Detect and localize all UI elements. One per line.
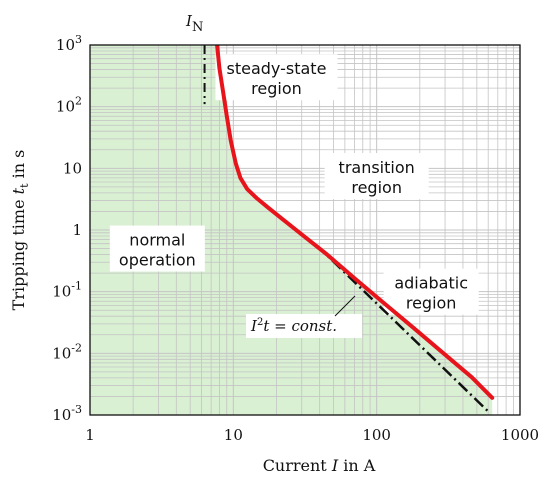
region-label-line: region — [406, 294, 457, 313]
plot-frame-layer — [89, 44, 521, 416]
x-tick-label: 1000 — [501, 426, 539, 444]
svg-text:I2t = const.: I2t = const. — [250, 317, 337, 335]
x-tick-label: 1 — [85, 426, 95, 444]
y-tick-label: 10-2 — [52, 341, 82, 362]
i2t-label: I2t = const. — [246, 295, 362, 338]
y-tick-label: 10-3 — [52, 403, 82, 424]
region-label-background — [109, 225, 205, 272]
trip-curve — [215, 45, 495, 400]
y-tick-label: 103 — [56, 33, 82, 54]
region-label-line: operation — [119, 251, 196, 270]
x-axis-title: Current I in A — [263, 456, 376, 475]
nominal-current-label: IN — [185, 12, 203, 35]
x-tick-label: 10 — [224, 426, 243, 444]
region-label-line: normal — [129, 231, 185, 250]
y-tick-label: 1 — [72, 221, 82, 239]
line-layer — [203, 45, 495, 414]
region-label-line: adiabatic — [394, 274, 468, 293]
region-label-layer: steady-stateregiontransitionregionnormal… — [109, 54, 479, 315]
x-tick-label: 100 — [362, 426, 391, 444]
region-label-line: region — [351, 178, 402, 197]
y-tick-label: 102 — [56, 95, 82, 116]
region-label-line: region — [251, 79, 302, 98]
i2t-reference-line — [315, 244, 491, 414]
grid-layer — [90, 45, 520, 415]
tick-label-layer: 1 10 100 1000 10-3 10-2 10-1 1 10 102 103 — [52, 33, 539, 444]
region-label-line: transition — [339, 158, 415, 177]
y-axis-title: Tripping time tt in s — [9, 150, 31, 311]
region-label-line: steady-state — [227, 59, 327, 78]
region-label-background — [324, 153, 429, 200]
i2t-leader-line — [334, 295, 356, 317]
y-tick-label: 10 — [63, 159, 82, 177]
region-label-background — [383, 268, 479, 315]
region-label-background — [215, 54, 338, 101]
y-tick-label: 10-1 — [52, 280, 82, 301]
